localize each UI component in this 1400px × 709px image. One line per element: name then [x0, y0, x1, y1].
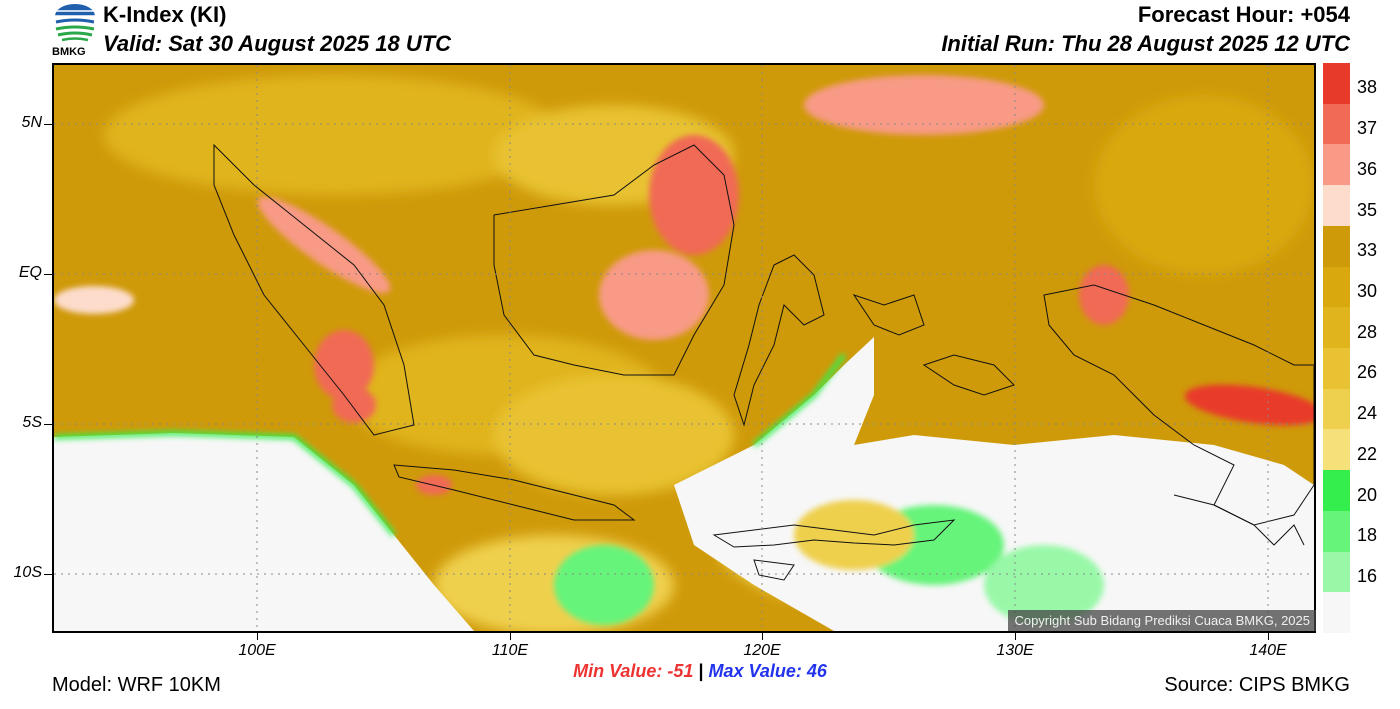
field-high-indian [54, 286, 134, 314]
field-high-papua-w [1079, 265, 1129, 325]
colorbar-swatch [1323, 185, 1350, 227]
map-field [54, 65, 1314, 631]
lon-tick [510, 633, 511, 640]
colorbar [1323, 63, 1350, 634]
bmkg-logo: BMKG [50, 2, 100, 60]
colorbar-label: 35 [1357, 199, 1378, 220]
logo-text: BMKG [52, 46, 86, 58]
min-max-separator: | [698, 661, 704, 681]
lon-tick [1015, 633, 1016, 640]
colorbar-swatch [1323, 388, 1350, 430]
field-high-papua-s [1184, 384, 1314, 426]
colorbar-label: 38 [1357, 77, 1378, 98]
max-value: Max Value: 46 [708, 661, 827, 681]
colorbar-label: 20 [1357, 484, 1378, 505]
lon-label-130e: 130E [996, 642, 1034, 659]
colorbar-swatch [1323, 348, 1350, 389]
min-value: Min Value: -51 [573, 661, 694, 681]
colorbar-label: 18 [1357, 525, 1378, 546]
field-low-sw [54, 433, 474, 631]
colorbar-label: 26 [1357, 362, 1378, 383]
field-green-3 [984, 545, 1104, 625]
lat-tick [44, 574, 52, 575]
lat-label-eq: EQ [18, 264, 42, 281]
colorbar-label: 30 [1357, 280, 1378, 301]
colorbar-label: 16 [1357, 565, 1378, 586]
colorbar-swatch [1323, 144, 1350, 186]
k-index-map [52, 63, 1316, 633]
lon-tick [257, 633, 258, 640]
lon-tick [1268, 633, 1269, 640]
colorbar-label: 22 [1357, 443, 1378, 464]
colorbar-swatch [1323, 551, 1350, 593]
lon-label-110e: 110E [491, 642, 529, 659]
colorbar-swatch [1323, 592, 1350, 634]
min-max-values: Min Value: -51 | Max Value: 46 [0, 661, 1400, 682]
graticule [54, 65, 1314, 631]
colorbar-label: 28 [1357, 321, 1378, 342]
colorbar-swatch [1323, 63, 1350, 104]
lon-label-100e: 100E [238, 642, 276, 659]
field-high-sumatra-s [314, 330, 374, 400]
colorbar-swatch [1323, 510, 1350, 552]
field-yellow-north [104, 75, 564, 195]
initial-run: Initial Run: Thu 28 August 2025 12 UTC [941, 31, 1350, 56]
lat-tick [44, 274, 52, 275]
field-yellow-java [494, 375, 734, 495]
colorbar-swatch [1323, 429, 1350, 471]
lat-label-5s: 5S [22, 414, 42, 431]
field-pacific [1094, 95, 1314, 275]
lon-label-140e: 140E [1249, 642, 1287, 659]
field-high-borneo-w [599, 250, 709, 340]
lon-tick [762, 633, 763, 640]
field-high-philippines [804, 75, 1044, 135]
colorbar-swatch [1323, 470, 1350, 512]
colorbar-label: 36 [1357, 158, 1378, 179]
field-yellow-tongue [794, 500, 914, 570]
lat-label-10s: 10S [13, 564, 42, 581]
colorbar-label: 33 [1357, 240, 1378, 261]
lat-tick [44, 124, 52, 125]
valid-time: Valid: Sat 30 August 2025 18 UTC [103, 31, 452, 56]
colorbar-label: 37 [1357, 118, 1378, 139]
source-label: Source: CIPS BMKG [1164, 674, 1350, 696]
colorbar-swatch [1323, 225, 1350, 267]
field-high-borneo-n [649, 135, 739, 255]
chart-title: K-Index (KI) [103, 2, 227, 27]
lon-label-120e: 120E [743, 642, 781, 659]
forecast-hour: Forecast Hour: +054 [1137, 2, 1350, 27]
lat-tick [44, 424, 52, 425]
model-label: Model: WRF 10KM [52, 674, 221, 696]
coastlines [213, 143, 1314, 581]
colorbar-swatch [1323, 266, 1350, 308]
lat-label-5n: 5N [21, 114, 42, 131]
colorbar-label: 24 [1357, 403, 1378, 424]
copyright-notice: Copyright Sub Bidang Prediksi Cuaca BMKG… [1008, 610, 1316, 631]
field-green-1 [554, 545, 654, 625]
colorbar-swatch [1323, 307, 1350, 349]
colorbar-swatch [1323, 103, 1350, 145]
